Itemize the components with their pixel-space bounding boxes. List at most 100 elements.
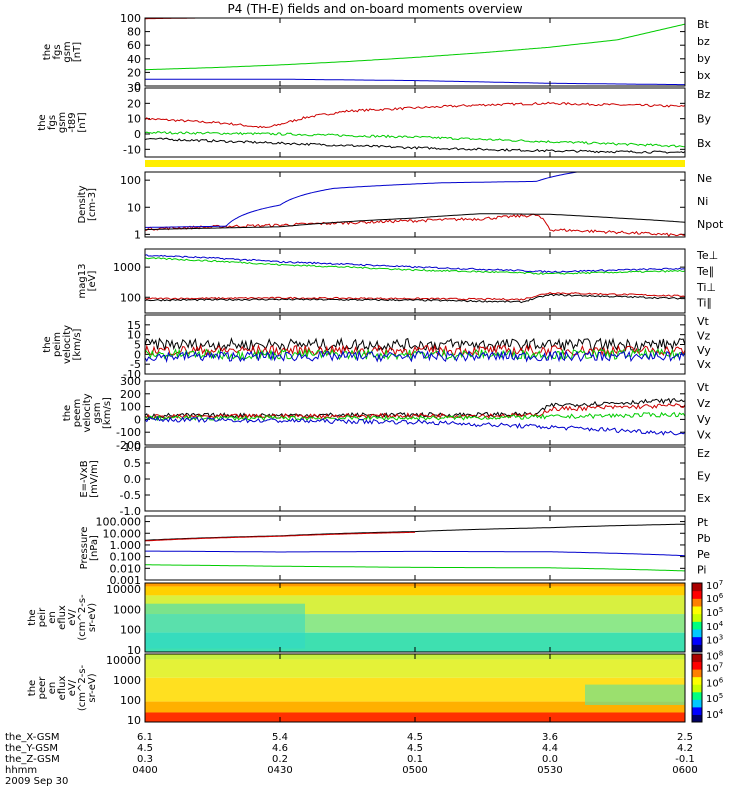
legend-Vz: Vz (697, 397, 711, 410)
colorbar-segment (692, 691, 702, 700)
legend-Bt: Bt (697, 18, 710, 31)
y-tick-label: 15 (127, 319, 141, 332)
legend-Vx: Vx (697, 358, 712, 371)
y-tick-label: 1 (134, 228, 141, 241)
y-tick-label: 10 (127, 644, 141, 657)
x-row-value: 5.4 (272, 732, 288, 743)
y-tick-label: 100 (120, 12, 141, 25)
series-line-Pe (145, 564, 685, 572)
legend-Te⊥: Te⊥ (696, 249, 718, 262)
y-tick-label: 0.0 (124, 473, 142, 486)
y-axis-label: [mV/m] (89, 460, 100, 498)
y-axis-label: velocity (62, 325, 73, 364)
y-tick-label: 1.0 (124, 441, 142, 454)
panel-frame (144, 380, 686, 446)
series-line-bx (145, 78, 685, 86)
y-tick-label: 0.010 (110, 562, 142, 575)
y-axis-label: [km/s] (102, 397, 113, 429)
series-line-Pi (145, 550, 686, 557)
colorbar-exponent: 6 (719, 677, 724, 685)
y-tick-label: -100 (116, 426, 141, 439)
colorbar-exponent: 5 (719, 692, 723, 700)
y-axis-label: (cm^2-s- (77, 664, 88, 711)
y-axis-label: eflux (57, 676, 68, 701)
colorbar-label: 103 (706, 634, 723, 647)
y-axis-label: eV/ (67, 609, 78, 626)
y-tick-label: 100 (120, 401, 141, 414)
y-tick-label: 0.001 (110, 574, 142, 587)
panel-3: mag13 [eV] 100 1000 Te⊥ Te∥ Ti⊥ Ti∥ (77, 248, 718, 314)
y-axis-label: mag13 (77, 264, 88, 299)
x-axis-labels: the_X-GSMthe_Y-GSMthe_Z-GSMhhmm6.14.50.3… (5, 732, 698, 787)
x-row-label: the_Y-GSM (5, 743, 58, 754)
y-tick-label: 300 (120, 375, 141, 388)
series-line-Npot (144, 171, 578, 228)
y-axis-label: peir (37, 607, 48, 627)
legend-Pb: Pb (697, 532, 711, 545)
y-axis-label: [cm-3] (87, 188, 98, 221)
x-row-value: 0.1 (407, 754, 423, 765)
x-row-label: the_Z-GSM (5, 754, 60, 765)
y-tick-label: 80 (127, 26, 141, 39)
colorbar-exponent: 6 (719, 592, 724, 600)
series-line-Ni (145, 213, 686, 231)
y-tick-label: -200 (116, 439, 141, 452)
x-row-value: 0430 (267, 765, 292, 776)
panel-frame (144, 446, 686, 512)
y-axis-label: peer (37, 676, 48, 700)
y-tick-label: 10 (127, 714, 141, 727)
legend-Bx: Bx (697, 137, 712, 150)
series-line-Ti∥ (144, 257, 686, 275)
y-tick-label: 100.000 (96, 516, 142, 529)
colorbar-segment (692, 699, 702, 708)
y-tick-label: 100 (120, 174, 141, 187)
y-axis-label: eV/ (67, 679, 78, 696)
y-axis-label: the (27, 680, 38, 696)
colorbar-segment (692, 598, 702, 607)
colorbar-segment (692, 613, 702, 622)
colorbar-segment (692, 629, 702, 638)
y-tick-label: 100 (120, 694, 141, 707)
y-tick-label: 1000 (113, 674, 141, 687)
y-tick-label: -1.0 (120, 505, 141, 518)
plot-title: P4 (TH-E) fields and on-board moments ov… (227, 2, 522, 16)
legend-By: By (697, 113, 712, 126)
y-axis-label: [nPa] (89, 535, 100, 561)
legend-bz: bz (697, 35, 710, 48)
colorbar-exponent: 4 (719, 708, 724, 716)
heatmap-band (145, 677, 685, 702)
legend-Ti⊥: Ti⊥ (696, 281, 716, 294)
y-axis-label: fgs (52, 44, 63, 59)
panel-5: the peem velocity gsm [km/s]-200-10001002003… (62, 375, 712, 452)
panel-frame (144, 17, 686, 87)
legend-Ex: Ex (697, 492, 711, 505)
y-axis-label: the (37, 114, 48, 130)
series-line-Te∥ (144, 293, 685, 304)
y-axis-label: [km/s] (72, 328, 83, 360)
y-tick-label: 1000 (113, 603, 141, 616)
y-tick-label: -10 (123, 143, 141, 156)
y-tick-label: -0.5 (120, 489, 141, 502)
y-tick-label: 1.000 (110, 539, 142, 552)
panel-8: the peir en eflux eV/(cm^2-s-sr-eV) 10 100 1000… (27, 579, 724, 657)
y-axis-label: the (42, 44, 53, 60)
colorbar-exponent: 4 (719, 620, 724, 628)
colorbar-segment (692, 669, 702, 678)
y-axis-label: fgs (47, 115, 58, 130)
date-label: 2009 Sep 30 (5, 776, 68, 787)
y-axis-label: the (27, 609, 38, 625)
y-tick-label: 0 (134, 80, 141, 93)
y-axis-label: -t89 (67, 112, 78, 132)
series-line-Vt (144, 397, 686, 419)
legend-Vz: Vz (697, 329, 711, 342)
y-axis-label: Pressure (79, 527, 90, 570)
y-axis-label: gsm (57, 112, 68, 133)
series-line-Ne (144, 213, 686, 237)
legend-Bz: Bz (697, 88, 711, 101)
colorbar-segment (692, 621, 702, 630)
series-line-Vx (144, 416, 686, 436)
y-tick-label: 30 (127, 82, 141, 95)
legend-Vy: Vy (697, 344, 711, 357)
legend-Pe: Pe (697, 548, 710, 561)
